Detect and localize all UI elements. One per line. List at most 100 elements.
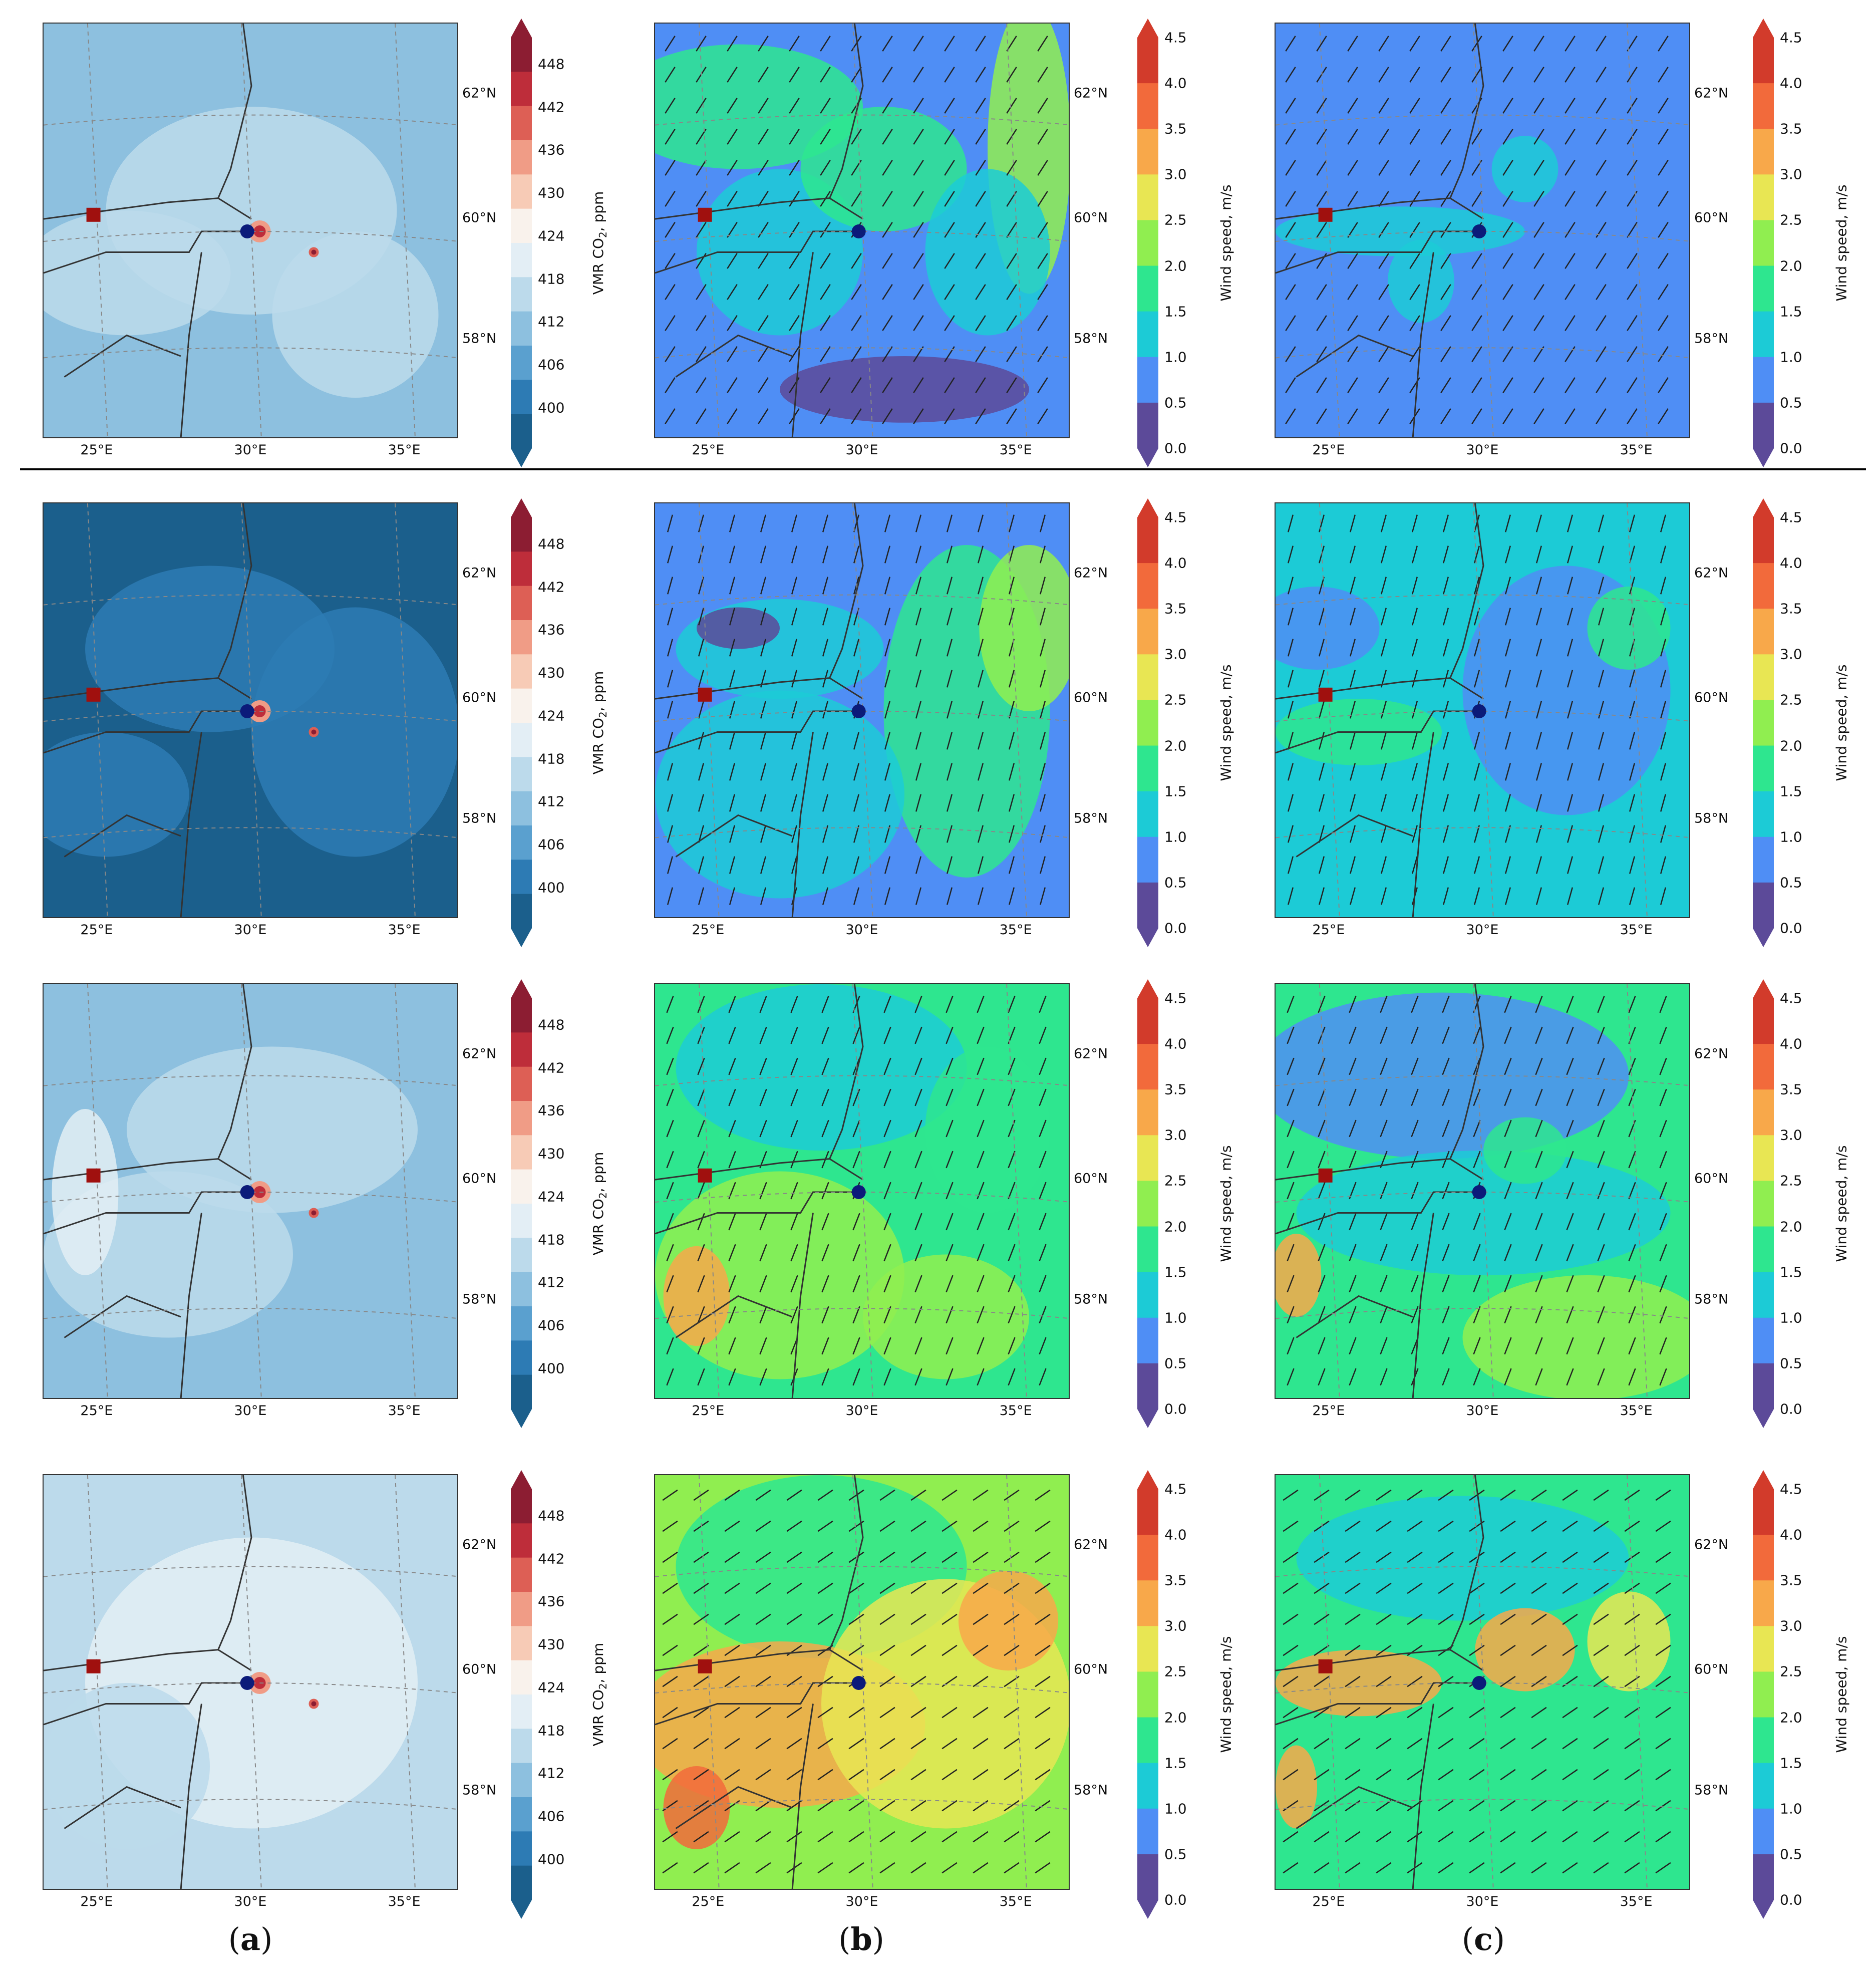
colorbar-tick-label: 3.0 xyxy=(1780,166,1802,183)
site-marker-dot xyxy=(1472,704,1486,718)
panel-row2-col3: 25°E 30°E 35°E 62°N 60°N 58°N 4.5 4.0 3.5 3.0 2.5 2… xyxy=(1275,498,1850,953)
colorbar-segment xyxy=(511,1592,532,1626)
colorbar-tick-label: 3.0 xyxy=(1164,646,1187,663)
colorbar-segment xyxy=(1753,1089,1774,1136)
panel-row4-col3: 25°E 30°E 35°E 62°N 60°N 58°N 4.5 4.0 3.5 3.0 2.5 2… xyxy=(1275,1470,1850,1925)
colorbar-segment xyxy=(1137,38,1158,84)
site-marker-dot xyxy=(1472,224,1486,238)
colorbar xyxy=(511,498,532,947)
colorbar-segment xyxy=(1137,129,1158,175)
lon-tick-label: 25°E xyxy=(692,922,725,938)
colorbar xyxy=(1137,19,1158,467)
lat-tick-label: 60°N xyxy=(1694,1661,1729,1677)
colorbar-segment xyxy=(1137,1272,1158,1318)
colorbar-segment xyxy=(1753,265,1774,312)
colorbar-tick-label: 0.0 xyxy=(1164,1400,1187,1418)
colorbar-segment xyxy=(511,517,532,552)
lon-tick-label: 30°E xyxy=(234,1403,267,1419)
field-contour xyxy=(1462,1275,1689,1398)
colorbar-tick-label: 436 xyxy=(538,621,565,638)
colorbar-extend-bottom xyxy=(511,1409,532,1428)
colorbar-segment xyxy=(1137,1226,1158,1273)
colorbar-tick-label: 418 xyxy=(538,270,565,288)
colorbar-segment xyxy=(511,586,532,621)
colorbar-segment xyxy=(511,243,532,277)
site-marker-square xyxy=(1318,1168,1333,1183)
map xyxy=(43,23,458,438)
colorbar-tick-label: 4.0 xyxy=(1780,1035,1802,1052)
field-contour xyxy=(1388,239,1454,323)
lon-tick-label: 25°E xyxy=(1312,1894,1345,1909)
colorbar-tick-label: 412 xyxy=(538,1274,565,1291)
colorbar-segment xyxy=(511,1306,532,1341)
colorbar-tick-label: 436 xyxy=(538,141,565,158)
lon-tick-label: 35°E xyxy=(388,442,421,458)
field-contour xyxy=(251,607,457,857)
colorbar-extend-bottom xyxy=(1137,928,1158,947)
lat-tick-label: 60°N xyxy=(1074,1661,1108,1677)
colorbar-tick-label: 424 xyxy=(538,707,565,724)
colorbar-segment xyxy=(1753,1489,1774,1535)
lat-tick-label: 60°N xyxy=(462,210,497,226)
colorbar-tick-label: 400 xyxy=(538,1360,565,1377)
colorbar-segment xyxy=(1137,745,1158,792)
colorbar xyxy=(1137,498,1158,947)
colorbar-tick-label: 3.0 xyxy=(1164,1617,1187,1634)
colorbar-segment xyxy=(1137,1717,1158,1764)
coastlines xyxy=(655,24,864,437)
lat-tick-label: 62°N xyxy=(462,565,497,581)
colorbar-tick-label: 3.0 xyxy=(1780,1617,1802,1634)
colorbar-tick-label: 0.0 xyxy=(1164,1891,1187,1908)
colorbar-segment xyxy=(1753,1763,1774,1809)
field-contour xyxy=(780,356,1029,423)
colorbar-tick-label: 1.5 xyxy=(1164,1755,1187,1772)
wind-arrows xyxy=(667,514,1046,905)
colorbar-tick-label: 448 xyxy=(538,1507,565,1524)
lat-tick-label: 62°N xyxy=(1694,565,1729,581)
colorbar-tick-label: 400 xyxy=(538,1851,565,1868)
colorbar-segment xyxy=(1753,1808,1774,1855)
site-marker-square xyxy=(698,207,712,222)
colorbar-tick-label: 1.0 xyxy=(1780,828,1802,845)
map xyxy=(1275,1474,1690,1890)
colorbar xyxy=(1137,1470,1158,1919)
map-field xyxy=(1276,24,1689,437)
colorbar-segment xyxy=(1137,402,1158,449)
colorbar-extend-top xyxy=(1137,979,1158,998)
colorbar-tick-label: 0.5 xyxy=(1780,874,1802,891)
colorbar-tick-label: 1.5 xyxy=(1780,303,1802,320)
colorbar-tick-label: 424 xyxy=(538,227,565,244)
site-marker-dot xyxy=(240,1185,254,1199)
wind-arrows xyxy=(1287,995,1667,1386)
site-marker-square xyxy=(86,207,101,222)
colorbar-segment xyxy=(1137,174,1158,220)
field-contour xyxy=(272,231,439,398)
colorbar-extend-top xyxy=(511,19,532,38)
lat-tick-label: 62°N xyxy=(462,1046,497,1062)
map xyxy=(654,502,1070,918)
colorbar-title-main: VMR CO xyxy=(590,1689,607,1747)
field-contour xyxy=(44,210,231,336)
colorbar-tick-label: 3.5 xyxy=(1164,120,1187,137)
colorbar-segment xyxy=(511,894,532,929)
colorbar-segment xyxy=(1753,517,1774,563)
map-field xyxy=(655,503,1069,917)
field-contour xyxy=(1276,1234,1322,1317)
colorbar-extend-top xyxy=(511,498,532,517)
colorbar-tick-label: 4.5 xyxy=(1164,1481,1187,1498)
colorbar-title-subscript: 2 xyxy=(596,1192,609,1199)
site-marker-dot xyxy=(1472,1185,1486,1199)
colorbar-tick-label: 1.5 xyxy=(1164,783,1187,800)
lat-tick-label: 58°N xyxy=(462,1291,497,1307)
field-contour xyxy=(1483,1117,1567,1184)
colorbar-extend-top xyxy=(1753,979,1774,998)
field-contour xyxy=(979,545,1069,711)
colorbar-title: VMR CO2, ppm xyxy=(590,1643,609,1747)
colorbar-tick-label: 1.5 xyxy=(1164,303,1187,320)
site-marker-dot xyxy=(240,224,254,238)
colorbar-title-unit: , ppm xyxy=(590,1152,607,1193)
colorbar-tick-label: 0.5 xyxy=(1780,1846,1802,1863)
colorbar-tick-label: 0.0 xyxy=(1780,440,1802,457)
colorbar-segment xyxy=(1753,700,1774,746)
field-contour xyxy=(1587,587,1671,670)
